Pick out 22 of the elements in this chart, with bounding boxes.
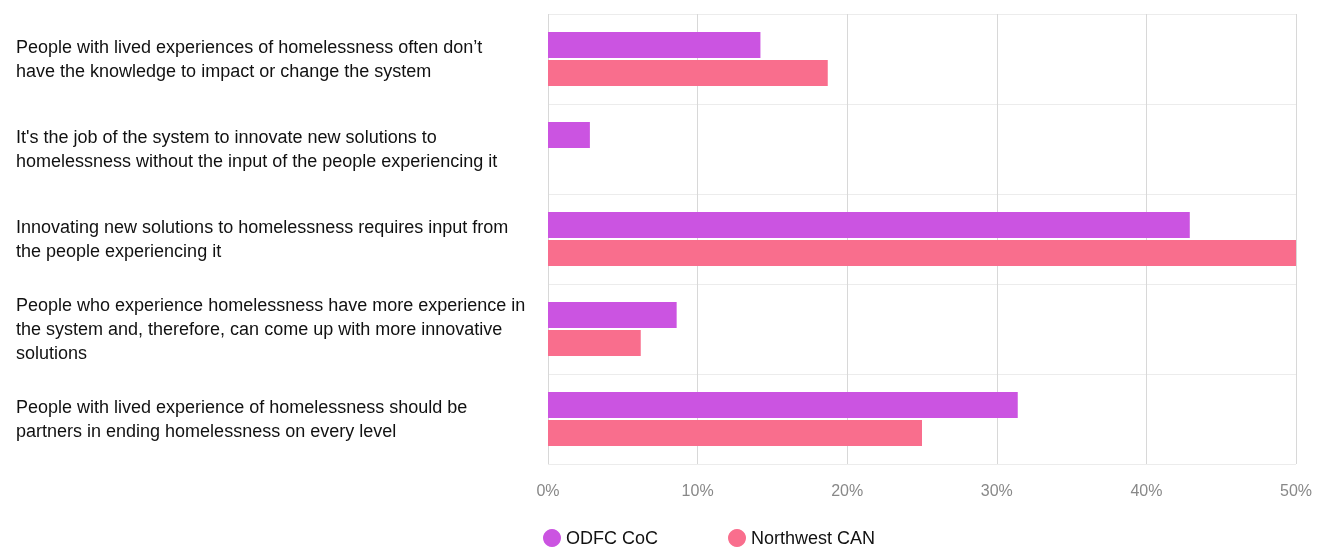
bar xyxy=(548,240,1296,267)
x-tick-label: 50% xyxy=(1279,481,1313,499)
x-tick-label: 20% xyxy=(831,481,864,499)
bar xyxy=(548,420,922,447)
y-tick-label: People with lived experience of homelessness should be partners in ending homelessness on every level xyxy=(16,397,473,441)
x-tick-label: 30% xyxy=(980,481,1013,499)
bar xyxy=(548,121,590,148)
bar xyxy=(548,31,761,58)
x-tick-label: 40% xyxy=(1130,481,1163,499)
y-tick-label: People with lived experiences of homelessness often don’t have the knowledge to impact or change the system xyxy=(16,37,488,81)
y-tick-label: Innovating new solutions to homelessness requires input from the people experiencing it xyxy=(16,217,514,261)
bar xyxy=(548,391,1018,418)
bar xyxy=(548,330,641,357)
y-tick-label: It's the job of the system to innovate new solutions to homelessness without the input of the people experiencing it xyxy=(16,127,498,171)
bar xyxy=(548,301,677,328)
legend-label: Northwest CAN xyxy=(751,528,876,548)
legend-label: ODFC CoC xyxy=(566,528,659,548)
bar xyxy=(548,60,828,87)
x-tick-label: 10% xyxy=(681,481,714,499)
bar xyxy=(548,211,1190,238)
y-tick-label: People who experience homelessness have more experience in the system and, therefore, can come up with more innovative solutions xyxy=(16,295,531,363)
x-tick-label: 0% xyxy=(536,481,560,499)
